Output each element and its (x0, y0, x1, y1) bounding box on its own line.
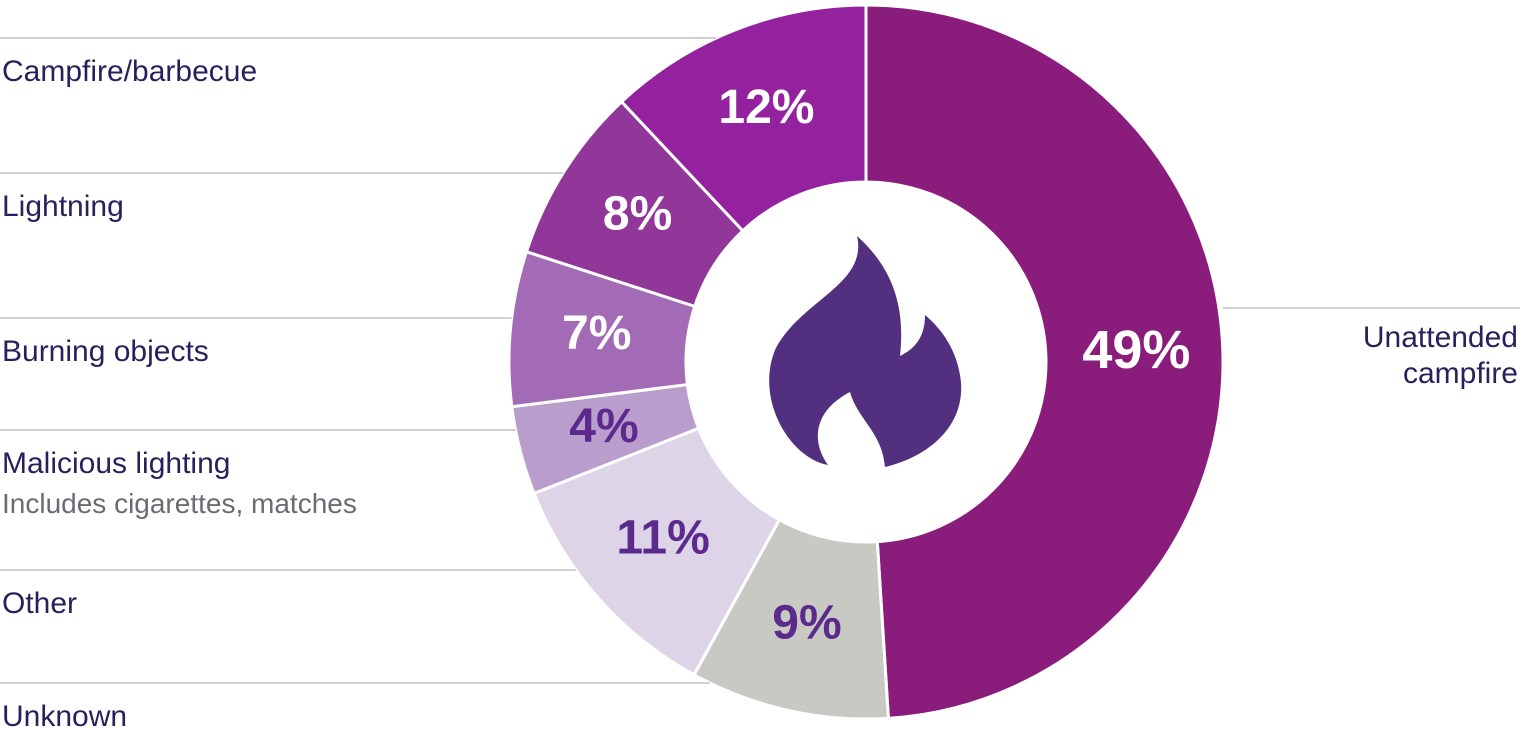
flame-icon (769, 236, 962, 467)
value-label: 9% (772, 597, 841, 650)
legend-label: Unknown (2, 700, 128, 729)
legend-label: Lightning (2, 190, 124, 223)
value-label: 8% (603, 188, 672, 241)
legend-label: Unattended campfire (1362, 321, 1518, 390)
donut-slice (864, 3, 1225, 720)
legend-note: Includes cigarettes, matches (2, 488, 357, 519)
slices (507, 3, 1225, 721)
legend-label: Other (2, 587, 78, 620)
legend-label: Campfire/barbecue (2, 55, 258, 88)
donut-slice (619, 3, 868, 233)
legend-label: Malicious lighting (2, 447, 231, 480)
value-label: 4% (569, 400, 638, 453)
value-label: 49% (1082, 320, 1190, 380)
legend-label: Burning objects (2, 335, 209, 368)
value-label: 7% (562, 307, 631, 360)
value-label: 11% (616, 512, 709, 565)
value-label: 12% (718, 81, 814, 134)
